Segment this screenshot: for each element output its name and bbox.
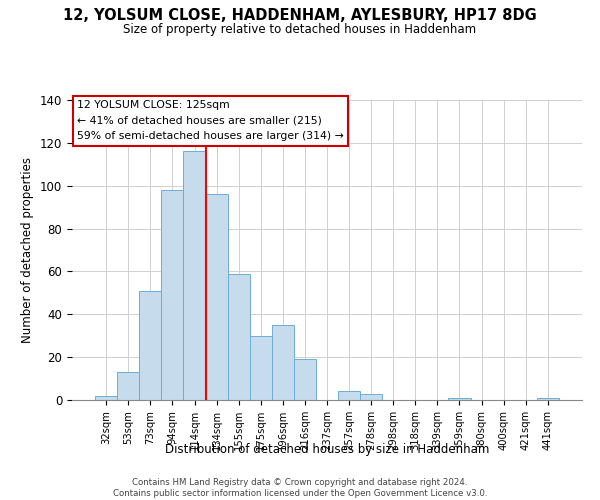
- Bar: [250, 336, 272, 400]
- Bar: [161, 190, 184, 400]
- Bar: [117, 372, 139, 400]
- Bar: [272, 325, 294, 400]
- Bar: [227, 274, 250, 400]
- Text: 12, YOLSUM CLOSE, HADDENHAM, AYLESBURY, HP17 8DG: 12, YOLSUM CLOSE, HADDENHAM, AYLESBURY, …: [63, 8, 537, 22]
- Bar: [537, 398, 559, 400]
- Text: Distribution of detached houses by size in Haddenham: Distribution of detached houses by size …: [165, 442, 489, 456]
- Y-axis label: Number of detached properties: Number of detached properties: [22, 157, 34, 343]
- Bar: [448, 398, 470, 400]
- Bar: [184, 152, 206, 400]
- Text: Size of property relative to detached houses in Haddenham: Size of property relative to detached ho…: [124, 22, 476, 36]
- Bar: [360, 394, 382, 400]
- Text: Contains HM Land Registry data © Crown copyright and database right 2024.
Contai: Contains HM Land Registry data © Crown c…: [113, 478, 487, 498]
- Text: 12 YOLSUM CLOSE: 125sqm
← 41% of detached houses are smaller (215)
59% of semi-d: 12 YOLSUM CLOSE: 125sqm ← 41% of detache…: [77, 100, 344, 141]
- Bar: [294, 360, 316, 400]
- Bar: [338, 392, 360, 400]
- Bar: [139, 290, 161, 400]
- Bar: [95, 396, 117, 400]
- Bar: [206, 194, 227, 400]
